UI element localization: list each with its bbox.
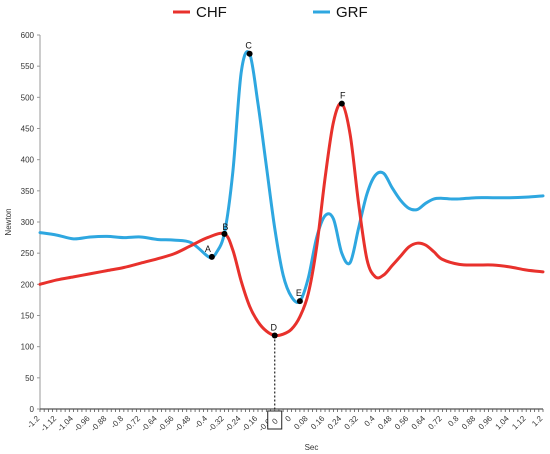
y-tick-label: 250	[21, 249, 35, 258]
point-label-b: B	[222, 222, 228, 232]
annotation-layer: 0 A B C D E F	[205, 41, 346, 430]
y-tick-label: 200	[21, 280, 35, 289]
x-tick-label: 0.08	[292, 414, 310, 432]
x-tick-label: -0.88	[89, 414, 109, 434]
y-tick-label: 50	[25, 374, 34, 383]
x-tick-label: -0.56	[156, 414, 176, 434]
x-tick-label: 0.24	[326, 414, 344, 432]
x-tick-label: -0.64	[140, 414, 160, 434]
x-tick-label: 0.64	[410, 414, 428, 432]
point-label-d: D	[270, 322, 277, 332]
x-tick-label: -1.12	[39, 414, 59, 434]
x-tick-label: -0.32	[207, 414, 227, 434]
x-tick-label: 0.96	[477, 414, 495, 432]
y-tick-label: 300	[21, 218, 35, 227]
legend: CHF GRF	[173, 4, 368, 21]
zero-marker-label: 0	[270, 416, 280, 426]
x-tick-label: 0.88	[460, 414, 478, 432]
x-axis: -1.2-1.12-1.04-0.96-0.88 -0.8-0.72-0.64-0…	[25, 408, 545, 452]
x-tick-label: -0.24	[223, 414, 243, 434]
x-tick-label: -1.04	[56, 414, 76, 434]
x-tick-label: 0.16	[309, 414, 327, 432]
x-tick-label: 1.2	[530, 414, 545, 429]
y-tick-label: 150	[21, 312, 35, 321]
y-tick-label: 350	[21, 187, 35, 196]
y-tick-label: 500	[21, 93, 35, 102]
x-tick-label: -0.72	[123, 414, 143, 434]
legend-label-grf: GRF	[336, 4, 368, 21]
x-tick-label: -0.96	[72, 414, 92, 434]
y-tick-label: 0	[30, 405, 35, 414]
x-tick-label: 0.8	[446, 414, 461, 429]
series-line-grf	[38, 50, 545, 304]
x-tick-label: 0.48	[376, 414, 394, 432]
point-marker-c	[246, 50, 253, 57]
x-tick-label: 0.56	[393, 414, 411, 432]
x-tick-label: 1.12	[510, 414, 528, 432]
x-tick-label: 0.32	[343, 414, 361, 432]
y-tick-label: 600	[21, 31, 35, 40]
series-line-chf	[38, 101, 545, 338]
point-label-f: F	[340, 91, 346, 101]
x-tick-label: 1.04	[494, 414, 512, 432]
x-tick-label: -0.48	[173, 414, 193, 434]
zero-marker-box	[267, 410, 283, 430]
x-axis-title: Sec	[305, 443, 319, 452]
x-tick-label: 0	[283, 414, 293, 424]
point-label-c: C	[245, 41, 252, 51]
point-marker-f	[338, 100, 345, 107]
point-marker-e	[296, 298, 303, 305]
y-axis-title: Newton	[4, 208, 13, 235]
point-marker-a	[208, 253, 215, 260]
y-tick-label: 550	[21, 62, 35, 71]
legend-label-chf: CHF	[196, 4, 227, 21]
y-tick-label: 450	[21, 125, 35, 134]
point-marker-d	[271, 332, 278, 339]
y-tick-label: 400	[21, 156, 35, 165]
point-label-e: E	[296, 288, 302, 298]
x-tick-label: -0.16	[240, 414, 260, 434]
x-tick-label: 0.72	[426, 414, 444, 432]
x-tick-label: 0.4	[363, 414, 378, 429]
point-marker-b	[221, 230, 228, 237]
point-label-a: A	[205, 244, 211, 254]
y-axis: 0 50 100 150 200 250 300 350 400 450 500 550 600 Newt…	[4, 31, 41, 414]
series-layer	[38, 50, 545, 338]
y-tick-label: 100	[21, 343, 35, 352]
